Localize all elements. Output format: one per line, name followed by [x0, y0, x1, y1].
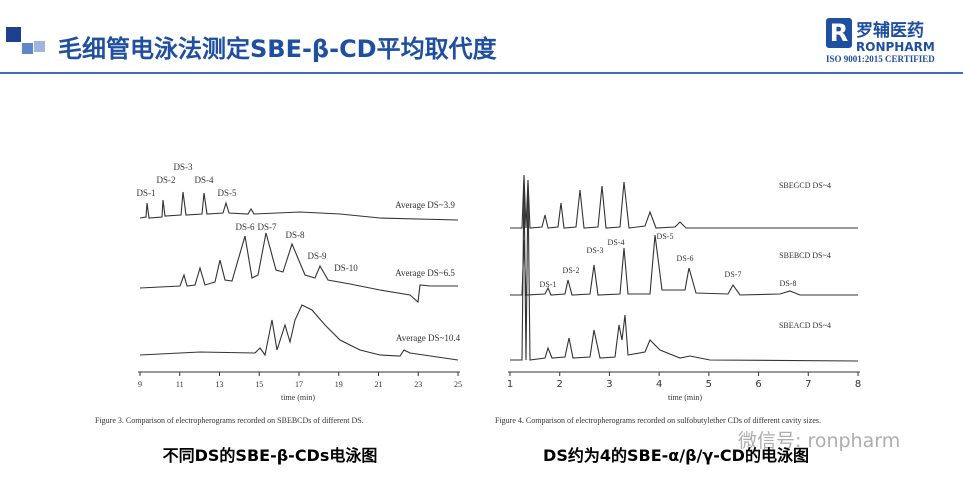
figure-left: [139, 191, 459, 361]
logo-mark: [826, 18, 852, 48]
figure-caption: Figure 3. Comparison of electropherogram…: [95, 416, 364, 425]
peak-label: Average DS~6.5: [395, 268, 455, 278]
peak-label: DS-2: [563, 266, 580, 275]
x-tick-label: 7: [805, 379, 811, 390]
x-tick-label: 2: [557, 379, 563, 390]
x-tick-label: 21: [375, 380, 383, 389]
peak-label: DS-4: [194, 175, 214, 185]
figure-subtitle: 不同DS的SBE-β-CDs电泳图: [163, 446, 378, 465]
x-tick-label: 9: [138, 380, 142, 389]
figure-caption: Figure 4. Comparison of electropherogram…: [495, 416, 821, 425]
deco-square: [22, 43, 33, 54]
x-tick-label: 23: [414, 380, 422, 389]
x-tick-label: 6: [755, 379, 761, 390]
peak-label: DS-1: [136, 188, 155, 198]
peak-label: Average DS~3.9: [395, 200, 455, 210]
trace: [510, 179, 859, 362]
watermark: 微信号: ronpharm: [738, 430, 900, 452]
trace: [510, 174, 858, 229]
x-tick-label: 11: [176, 380, 184, 389]
logo-name: 罗辅医药: [856, 20, 924, 41]
figure-subtitle: DS约为4的SBE-α/β/γ-CD的电泳图: [543, 446, 809, 465]
peak-label: DS-6: [677, 254, 694, 263]
x-tick-label: 25: [454, 380, 462, 389]
x-tick-label: 13: [216, 380, 224, 389]
figure-right: [510, 174, 859, 362]
peak-label: DS-1: [540, 280, 557, 289]
slide-title: 毛细管电泳法测定SBE-β-CD平均取代度: [58, 35, 498, 63]
peak-label: DS-7: [257, 222, 277, 232]
x-tick-label: 8: [855, 379, 861, 390]
peak-label: DS-7: [725, 270, 742, 279]
peak-label: DS-10: [334, 263, 358, 273]
x-tick-label: 3: [606, 379, 612, 390]
peak-label: DS-3: [173, 162, 193, 172]
peak-label: DS-3: [587, 246, 604, 255]
x-tick-label: 4: [656, 379, 662, 390]
x-axis-label: time (min): [281, 393, 315, 402]
peak-label: SBEACD DS~4: [779, 321, 831, 330]
peak-label: DS-8: [285, 230, 305, 240]
deco-square: [34, 41, 45, 52]
peak-label: DS-9: [307, 251, 327, 261]
trace: [139, 191, 459, 221]
trace: [510, 234, 858, 296]
peak-label: DS-8: [780, 279, 797, 288]
trace: [139, 304, 459, 361]
peak-label: DS-4: [608, 238, 625, 247]
deco-square: [6, 27, 21, 42]
x-axis-label: time (min): [668, 393, 702, 402]
peak-label: SBEGCD DS~4: [779, 181, 831, 190]
logo-cert: ISO 9001:2015 CERTIFIED: [826, 54, 935, 64]
peak-label: DS-5: [657, 232, 674, 241]
trace: [139, 232, 458, 304]
logo-letter: R: [830, 19, 848, 47]
peak-label: DS-6: [235, 222, 255, 232]
x-tick-label: 1: [507, 379, 513, 390]
peak-label: DS-2: [156, 175, 175, 185]
x-tick-label: 5: [706, 379, 712, 390]
x-tick-label: 17: [295, 380, 303, 389]
logo-brand: RONPHARM: [856, 40, 935, 54]
peak-label: Average DS~10.4: [396, 333, 461, 343]
peak-label: SBEBCD DS~4: [779, 251, 831, 260]
header-rule: [0, 72, 963, 74]
peak-label: DS-5: [217, 188, 237, 198]
x-tick-label: 15: [255, 380, 263, 389]
x-tick-label: 19: [335, 380, 343, 389]
